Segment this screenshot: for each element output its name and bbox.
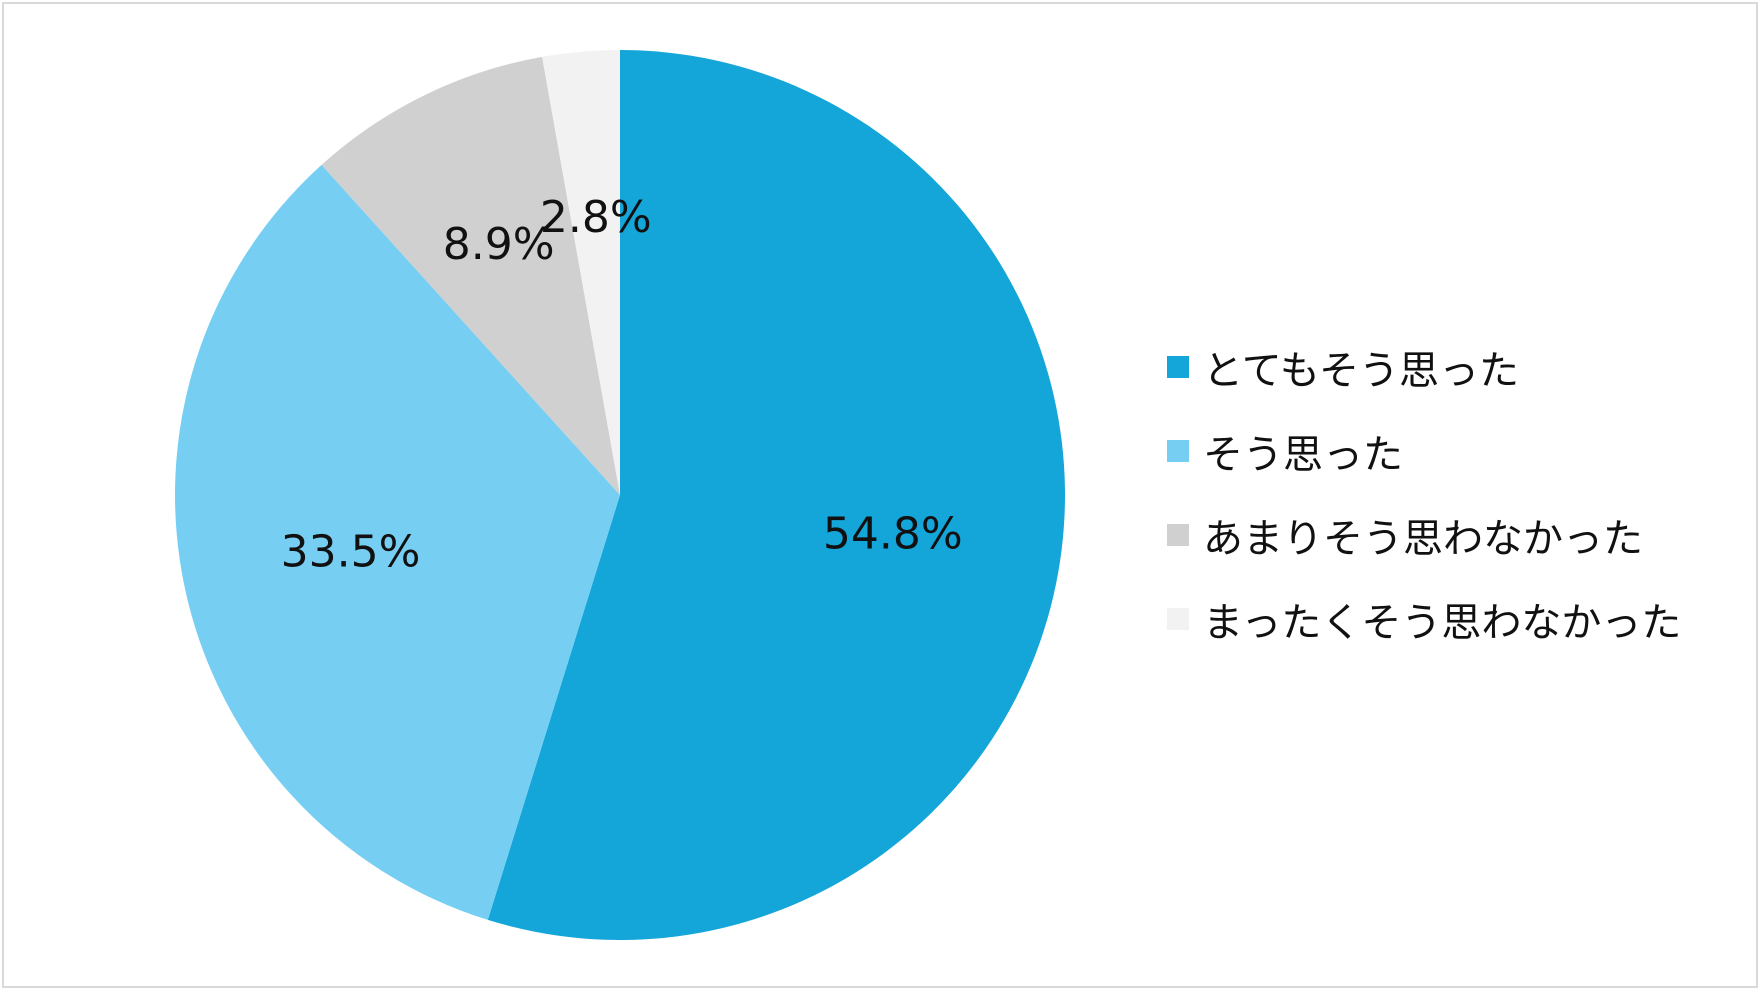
data-label: 2.8% — [540, 192, 652, 243]
legend-item: あまりそう思わなかった — [1167, 508, 1681, 562]
legend: とてもそう思った そう思った あまりそう思わなかった まったくそう思わなかった — [1167, 340, 1681, 676]
data-label: 54.8% — [823, 508, 963, 559]
legend-label: そう思った — [1203, 432, 1403, 478]
pie-slice — [542, 50, 620, 495]
legend-swatch — [1167, 524, 1189, 546]
data-label: 8.9% — [443, 219, 555, 270]
legend-swatch — [1167, 608, 1189, 630]
legend-swatch — [1167, 440, 1189, 462]
legend-label: まったくそう思わなかった — [1203, 600, 1682, 646]
legend-label: あまりそう思わなかった — [1203, 516, 1643, 562]
pie-slice — [175, 164, 620, 920]
pie-slice — [487, 50, 1066, 940]
data-label: 33.5% — [281, 526, 421, 577]
legend-label: とてもそう思った — [1203, 348, 1519, 394]
pie-slice — [321, 56, 620, 496]
legend-item: そう思った — [1167, 424, 1681, 478]
legend-swatch — [1167, 356, 1189, 378]
legend-item: とてもそう思った — [1167, 340, 1681, 394]
legend-item: まったくそう思わなかった — [1167, 592, 1681, 646]
